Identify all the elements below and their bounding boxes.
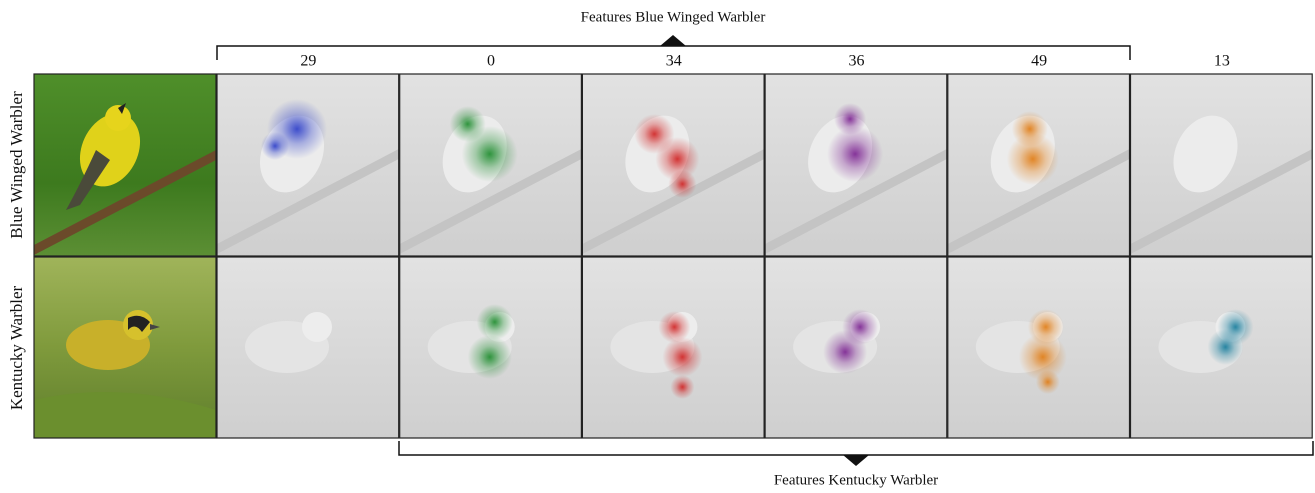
heatmap-panel (1131, 257, 1313, 438)
activation (462, 126, 518, 182)
heatmap-panel (1131, 74, 1313, 256)
heatmap-panel (948, 74, 1130, 256)
activation (1208, 329, 1244, 365)
activation (662, 337, 702, 377)
column-label: 34 (666, 53, 682, 70)
heatmap-panel (582, 257, 764, 438)
heatmap-panel (582, 74, 764, 256)
heatmap-panel (217, 74, 399, 256)
activation (267, 99, 327, 159)
heatmap-panel (948, 257, 1130, 438)
column-label: 13 (1214, 53, 1230, 70)
bottom-bracket (399, 441, 1313, 455)
heatmap-panel (400, 74, 582, 256)
activation (827, 126, 883, 182)
row-label: Kentucky Warbler (7, 285, 26, 410)
column-label: 36 (848, 53, 864, 70)
figure: Features Blue Winged Warbler Features Ke… (0, 0, 1315, 493)
row-label: Blue Winged Warbler (7, 91, 26, 239)
bottom-title: Features Kentucky Warbler (774, 472, 938, 488)
activation (468, 335, 512, 379)
column-label: 0 (487, 53, 495, 70)
heatmap-panel (765, 74, 947, 256)
heatmap-panel (400, 257, 582, 438)
activation (477, 304, 513, 340)
activation (823, 330, 867, 374)
photo (34, 257, 216, 438)
column-label: 29 (300, 53, 316, 70)
bottom-arrow (843, 455, 869, 466)
activation (1007, 133, 1059, 185)
top-arrow (660, 35, 686, 46)
activation (670, 375, 694, 399)
column-label: 49 (1031, 53, 1047, 70)
heatmap-panel (765, 257, 947, 438)
top-title: Features Blue Winged Warbler (581, 9, 766, 25)
activation (1036, 370, 1060, 394)
activation (668, 170, 696, 198)
photo (34, 74, 216, 256)
bird-head (302, 312, 332, 342)
heatmap-panel (217, 257, 399, 438)
